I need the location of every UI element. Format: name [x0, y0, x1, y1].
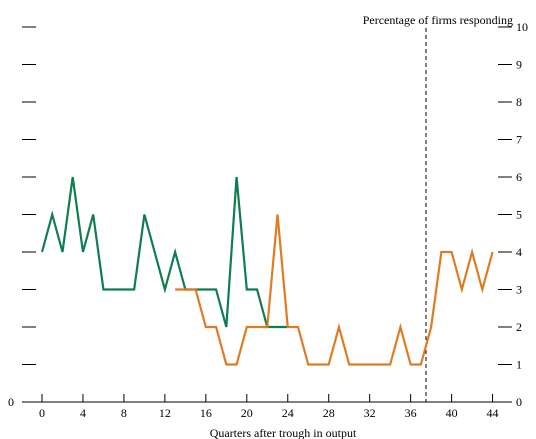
- y-tick-label: 6: [516, 170, 522, 184]
- y-tick-label: 10: [516, 20, 528, 34]
- x-tick-label: 20: [241, 406, 253, 420]
- y-tick-label: 4: [516, 245, 522, 259]
- x-tick-label: 8: [121, 406, 127, 420]
- series-lines: [40, 176, 494, 366]
- y-tick-label: 1: [516, 358, 522, 372]
- y-axis-label: Percentage of firms responding: [363, 13, 513, 27]
- x-tick-label: 32: [364, 406, 376, 420]
- x-tick-label: 44: [487, 406, 499, 420]
- y-tick-label: 5: [516, 208, 522, 222]
- x-tick-label: 12: [159, 406, 171, 420]
- x-axis-label: Quarters after trough in output: [210, 426, 357, 439]
- x-tick-label: 36: [405, 406, 417, 420]
- y-zero-label-right: 0: [516, 395, 522, 409]
- x-tick-label: 28: [323, 406, 335, 420]
- series-line-orange: [175, 214, 494, 366]
- x-tick-label: 0: [39, 406, 45, 420]
- series-line-green: [40, 176, 288, 329]
- y-tick-label: 9: [516, 58, 522, 72]
- x-tick-label: 40: [446, 406, 458, 420]
- x-tick-label: 16: [200, 406, 212, 420]
- y-zero-label-left: 0: [8, 395, 14, 409]
- x-tick-label: 24: [282, 406, 294, 420]
- y-tick-label: 7: [516, 133, 522, 147]
- y-tick-label: 3: [516, 283, 522, 297]
- y-tick-label: 8: [516, 95, 522, 109]
- x-tick-label: 4: [80, 406, 86, 420]
- y-tick-label: 2: [516, 320, 522, 334]
